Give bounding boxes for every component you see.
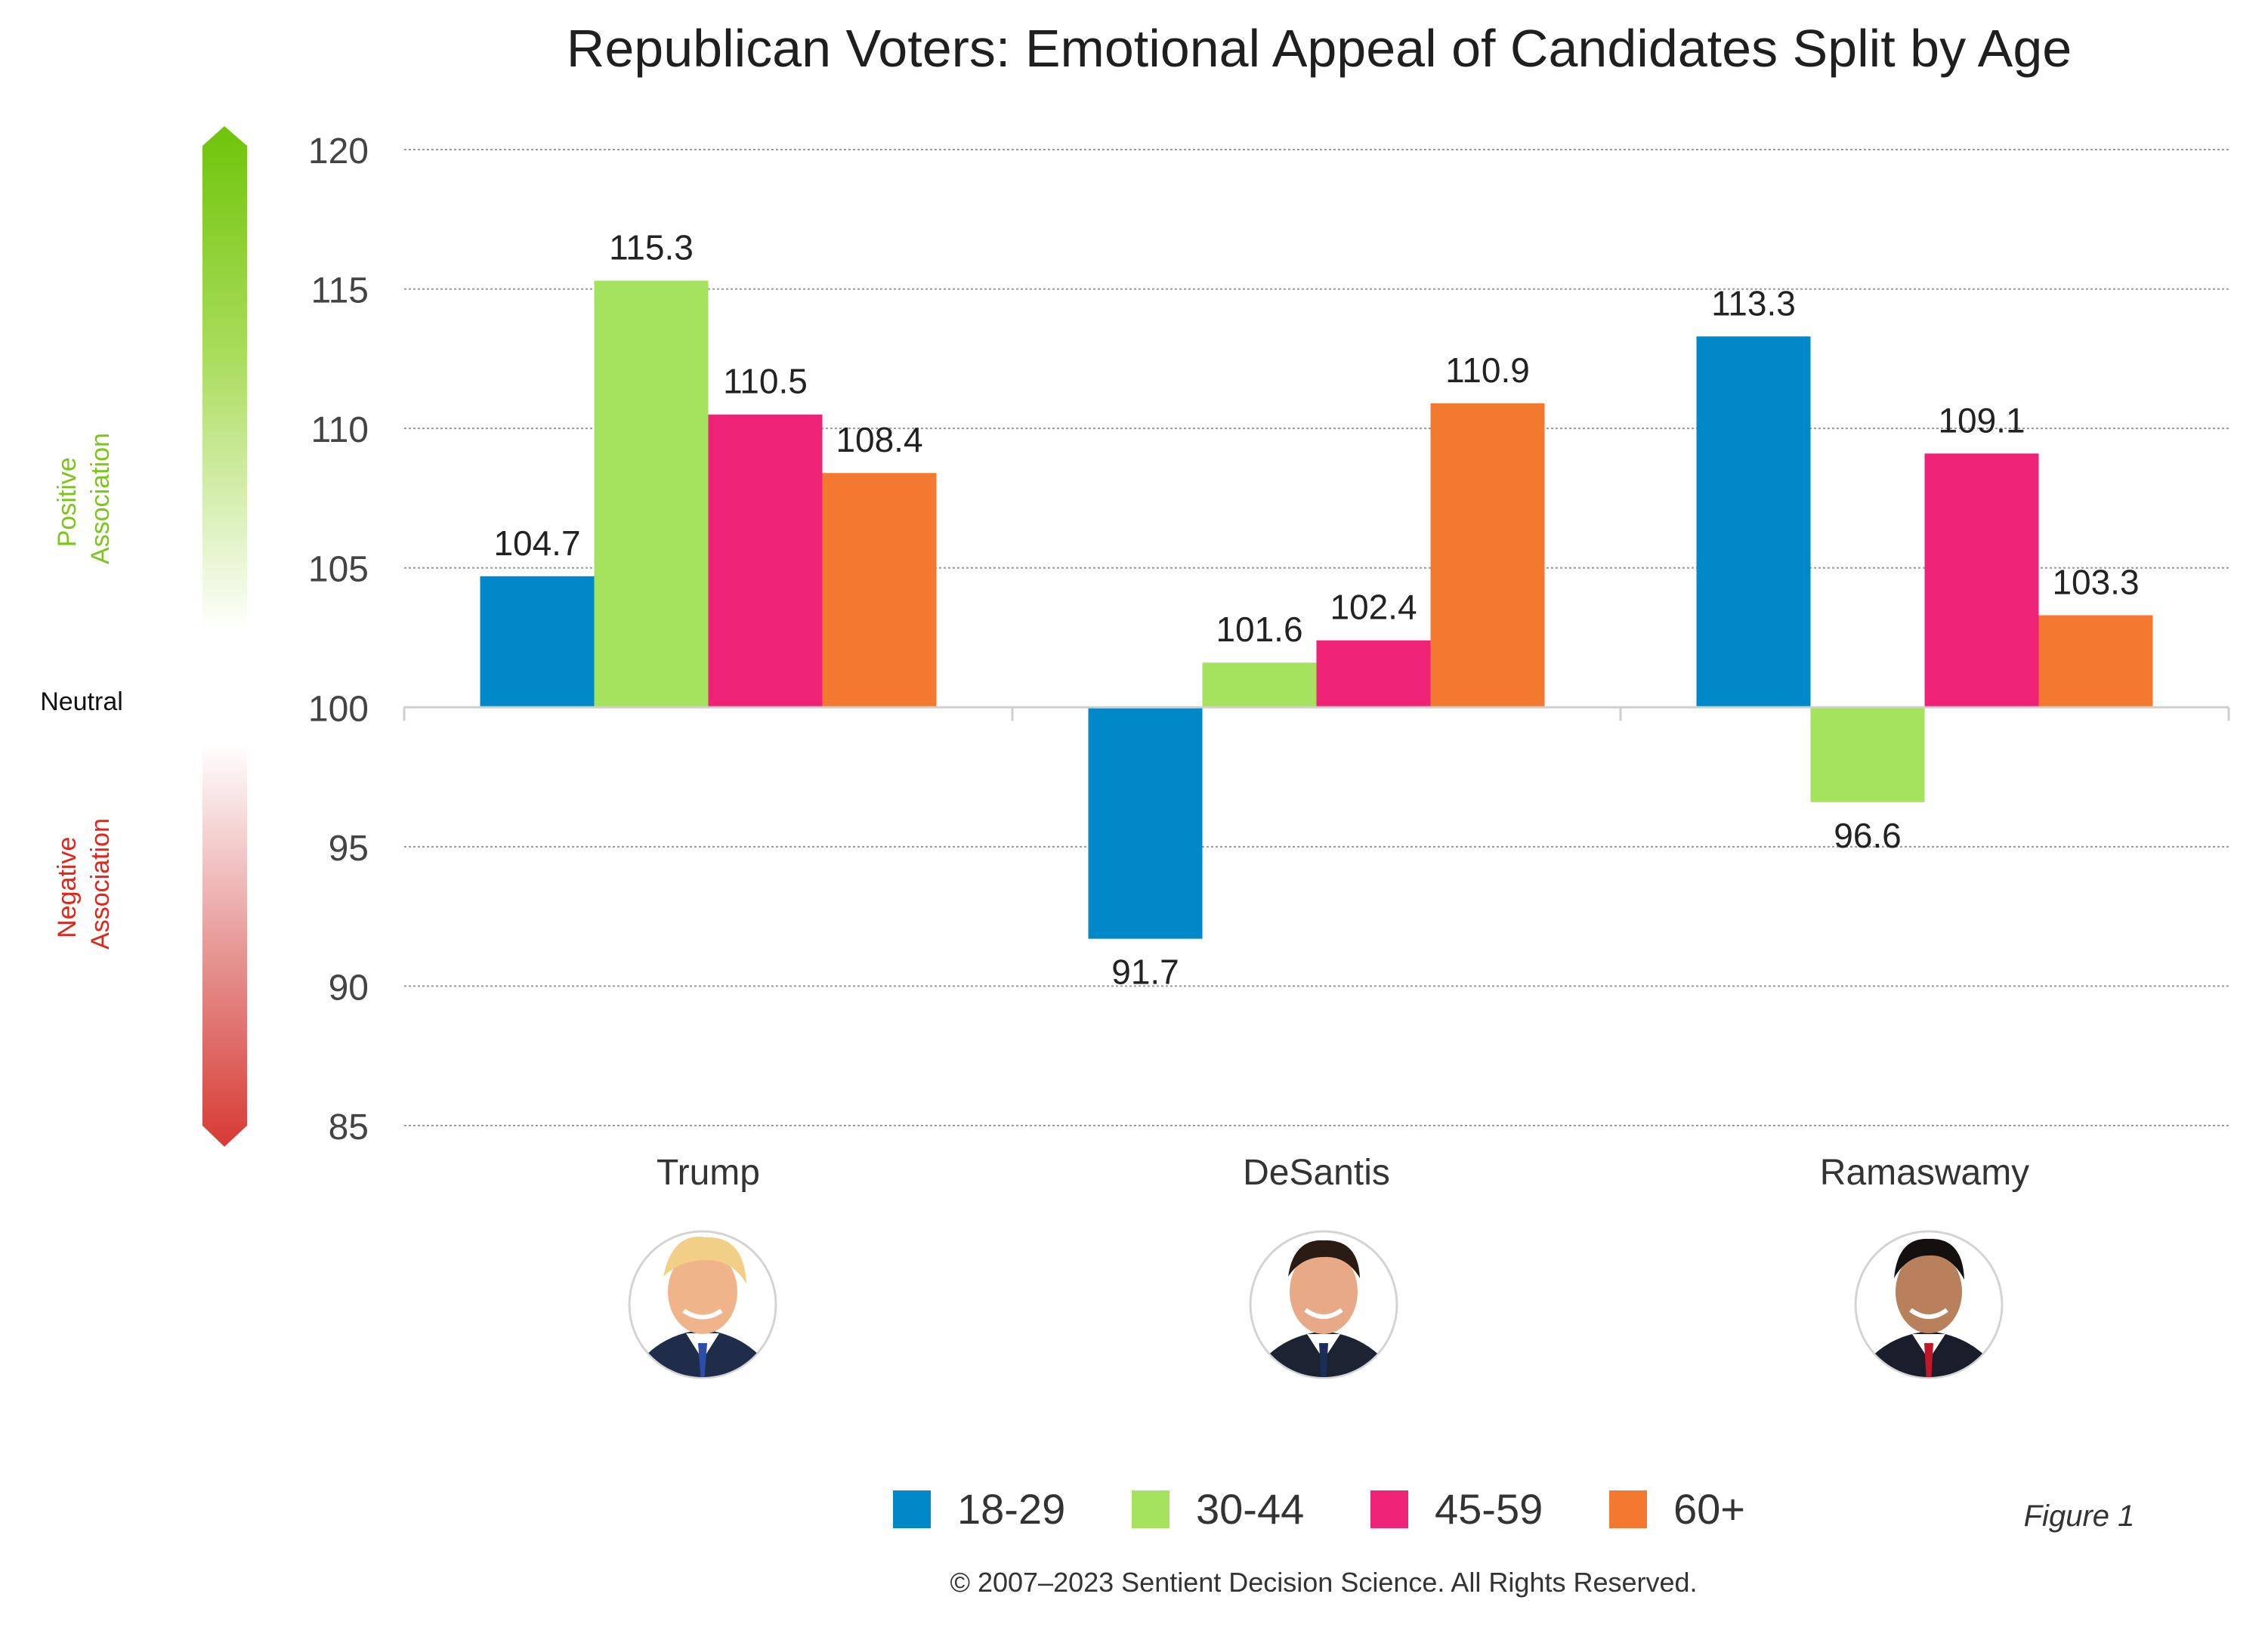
y-tick-label: 90 xyxy=(329,968,369,1008)
y-tick-label: 105 xyxy=(308,550,369,590)
y-axis-ticks: 120 115 110 105 100 95 90 85 xyxy=(308,131,369,1147)
value-label: 104.7 xyxy=(493,524,580,563)
bar-desantis-30-44 xyxy=(1202,663,1317,708)
figure-label: Figure 1 xyxy=(2024,1500,2135,1533)
y-tick-label: 95 xyxy=(329,829,369,869)
neutral-label: Neutral xyxy=(40,687,123,716)
legend-label-60: 60+ xyxy=(1673,1485,1745,1533)
value-labels: 104.7 115.3 110.5 108.4 91.7 101.6 102.4 110.9 1… xyxy=(493,227,2139,991)
value-label: 109.1 xyxy=(1938,400,2025,440)
x-tick-label-ramaswamy: Ramaswamy xyxy=(1820,1153,2029,1193)
positive-association-label: Positive Association xyxy=(53,433,115,564)
positive-label-line-2: Association xyxy=(86,433,115,564)
ramaswamy-portrait xyxy=(1854,1230,2004,1379)
value-label: 108.4 xyxy=(836,420,922,459)
bar-ramaswamy-18-29 xyxy=(1696,336,1811,708)
negative-label-line-1: Negative xyxy=(53,837,82,938)
x-axis-ticks: Trump DeSantis Ramaswamy xyxy=(657,1153,2029,1193)
negative-label-line-2: Association xyxy=(86,818,115,950)
value-label: 115.3 xyxy=(609,227,694,267)
x-tick-label-trump: Trump xyxy=(657,1153,760,1193)
bar-ramaswamy-45-59 xyxy=(1924,453,2039,708)
candidate-portraits xyxy=(628,1230,2004,1379)
bar-trump-45-59 xyxy=(708,414,823,708)
legend-swatch-18-29 xyxy=(893,1490,931,1528)
y-tick-label: 120 xyxy=(308,131,369,171)
bar-desantis-18-29 xyxy=(1088,707,1203,939)
negative-association-label: Negative Association xyxy=(53,818,115,950)
bar-trump-60 xyxy=(822,473,937,708)
bar-ramaswamy-60 xyxy=(2038,615,2153,708)
trump-portrait xyxy=(628,1230,777,1379)
value-label: 103.3 xyxy=(2052,562,2139,601)
bars xyxy=(480,280,2153,939)
positive-label-line-1: Positive xyxy=(53,457,82,547)
copyright-text: © 2007–2023 Sentient Decision Science. A… xyxy=(950,1567,1697,1598)
y-tick-label: 85 xyxy=(329,1107,369,1147)
bar-trump-18-29 xyxy=(480,576,595,708)
y-tick-label: 110 xyxy=(311,410,369,450)
value-label: 91.7 xyxy=(1111,953,1179,992)
baseline xyxy=(403,706,2230,721)
chart-title: Republican Voters: Emotional Appeal of C… xyxy=(567,19,2072,78)
legend-swatch-45-59 xyxy=(1370,1490,1408,1528)
value-label: 96.6 xyxy=(1834,816,1902,855)
legend: 18-29 30-44 45-59 60+ xyxy=(893,1485,1745,1533)
bar-trump-30-44 xyxy=(594,280,709,708)
bar-ramaswamy-30-44 xyxy=(1810,707,1925,802)
desantis-portrait xyxy=(1249,1230,1398,1379)
bar-desantis-60 xyxy=(1430,403,1545,708)
value-label: 102.4 xyxy=(1330,588,1417,627)
legend-label-45-59: 45-59 xyxy=(1435,1485,1543,1533)
value-label: 110.9 xyxy=(1445,351,1530,390)
legend-swatch-30-44 xyxy=(1132,1490,1170,1528)
value-label: 113.3 xyxy=(1711,283,1796,323)
x-tick-label-desantis: DeSantis xyxy=(1243,1153,1390,1193)
y-tick-label: 115 xyxy=(311,271,369,311)
value-label: 110.5 xyxy=(723,362,808,401)
legend-label-30-44: 30-44 xyxy=(1196,1485,1304,1533)
y-tick-label: 100 xyxy=(308,689,369,729)
negative-scale-arrow xyxy=(202,744,247,1147)
legend-swatch-60 xyxy=(1609,1490,1647,1528)
association-scale: Positive Association Neutral Negative As… xyxy=(40,126,247,1147)
legend-label-18-29: 18-29 xyxy=(957,1485,1065,1533)
positive-scale-arrow xyxy=(202,126,247,631)
bar-desantis-45-59 xyxy=(1316,640,1431,708)
value-label: 101.6 xyxy=(1216,610,1302,649)
